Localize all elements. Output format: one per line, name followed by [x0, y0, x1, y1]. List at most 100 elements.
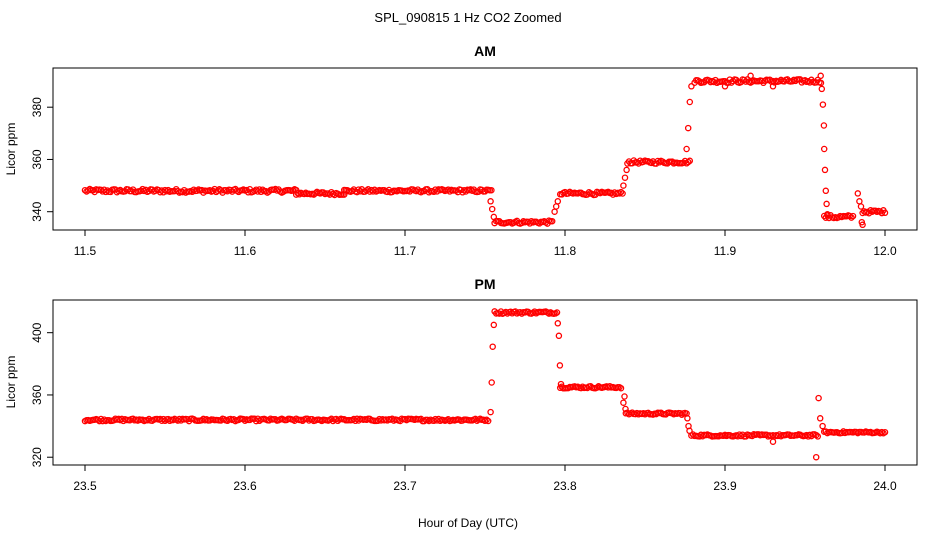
panel-pm-data-point: [621, 393, 628, 400]
panel-am-x-tick-label: 11.7: [394, 244, 417, 258]
panel-am-data-point: [684, 158, 692, 166]
panel-am-data-point: [688, 83, 695, 90]
panel-am-data-point: [854, 190, 862, 197]
panel-am-x-tick-label: 11.8: [554, 244, 577, 258]
panel-am-data-point: [820, 145, 828, 153]
panel-pm-data-point: [881, 428, 889, 436]
panel-pm-data-point: [812, 431, 820, 439]
panel-am-y-tick-label: 380: [30, 97, 44, 117]
panel-am-data-point: [823, 200, 830, 208]
panel-am-data-point: [818, 85, 826, 93]
figure-xlabel: Hour of Day (UTC): [418, 516, 518, 530]
panel-pm: PM 23.5 23.6 23.7 23.8 23.9 24.0 320 360 400 Li…: [4, 276, 918, 493]
panel-pm-data-point: [490, 321, 498, 329]
panel-am-data-point: [859, 221, 866, 229]
panel-am-data-point: [817, 72, 824, 80]
panel-pm-x-tick-label: 23.8: [553, 479, 577, 493]
panel-am-data-point: [548, 217, 556, 225]
panel-pm-data-point: [553, 309, 561, 316]
panel-pm-ylabel: Licor ppm: [4, 356, 18, 409]
panel-am-y-axis: 340 360 380: [30, 97, 54, 222]
panel-pm-data-point: [620, 399, 627, 406]
panel-am-data-point: [856, 198, 863, 205]
panel-am-x-axis: 11.5 11.6 11.7 11.8 11.9 12.0: [74, 229, 897, 258]
panel-am-data-point: [617, 188, 625, 196]
panel-am-data-point: [488, 186, 495, 194]
panel-pm-x-tick-label: 23.5: [73, 479, 97, 493]
panel-am-data-point: [849, 212, 857, 220]
panel-pm-y-axis: 320 360 400: [30, 322, 54, 467]
figure-title: SPL_090815 1 Hz CO2 Zoomed: [374, 10, 561, 25]
panel-pm-data-point: [556, 362, 564, 369]
panel-pm-plot-frame: [52, 299, 918, 466]
panel-am-data-point: [820, 122, 828, 129]
panel-pm-data-point: [488, 379, 495, 386]
panel-am-plot-frame: [52, 67, 918, 231]
panel-am-x-tick-label: 12.0: [873, 244, 897, 258]
panel-am-data-point: [821, 166, 829, 174]
panel-pm-data-point: [814, 433, 822, 440]
panel-am-data-point: [721, 83, 729, 90]
panel-pm-data-point: [557, 380, 565, 388]
panel-am-data-point: [686, 98, 694, 106]
panel-am-data-point: [551, 208, 558, 215]
panel-pm-data-point: [819, 422, 826, 430]
panel-pm-data-point: [484, 417, 492, 425]
panel-pm-data-point: [487, 408, 494, 416]
panel-pm-x-tick-label: 24.0: [873, 479, 897, 493]
panel-pm-points: [81, 308, 889, 461]
panel-pm-y-tick-label: 400: [30, 322, 44, 342]
panel-pm-data-point: [622, 405, 629, 413]
panel-am-points: [81, 72, 889, 229]
panel-am-data-point: [817, 79, 825, 87]
panel-pm-x-axis: 23.5 23.6 23.7 23.8 23.9 24.0: [73, 464, 897, 493]
panel-am-ylabel: Licor ppm: [4, 123, 18, 176]
panel-am-data-point: [272, 185, 279, 193]
panel-am-data-point: [848, 214, 855, 221]
panel-pm-data-point: [686, 427, 693, 435]
panel-am-data-point: [881, 209, 889, 217]
panel-am-data-point: [235, 188, 242, 196]
panel-am-data-point: [683, 145, 690, 153]
panel-am-data-point: [552, 203, 560, 210]
panel-am-data-point: [686, 157, 694, 165]
panel-am-data-point: [824, 211, 831, 218]
panel-pm-data-point: [769, 438, 777, 445]
panel-pm-y-tick-label: 360: [30, 385, 44, 405]
panel-pm-x-tick-label: 23.7: [393, 479, 417, 493]
panel-am-x-tick-label: 11.5: [74, 244, 97, 258]
panel-am-data-point: [747, 72, 754, 80]
panel-am-data-point: [623, 166, 630, 174]
panel-am-data-point: [292, 186, 300, 194]
panel-am: AM 11.5 11.6 11.7 11.8 11.9 12.0 340 360 380 Li…: [4, 43, 918, 258]
panel-am-x-tick-label: 11.9: [714, 244, 737, 258]
panel-am-data-point: [616, 190, 623, 197]
panel-am-data-point: [846, 212, 854, 220]
panel-am-y-tick-label: 360: [30, 149, 44, 169]
panel-am-data-point: [684, 124, 692, 132]
panel-pm-x-tick-label: 23.6: [233, 479, 257, 493]
panel-am-data-point: [769, 83, 777, 90]
panel-pm-data-point: [555, 332, 563, 340]
panel-pm-data-point: [554, 320, 562, 327]
panel-am-data-point: [487, 198, 494, 205]
panel-am-data-point: [822, 187, 830, 195]
panel-am-data-point: [857, 203, 865, 210]
panel-pm-data-point: [489, 343, 496, 350]
panel-am-data-point: [554, 198, 562, 205]
panel-am-data-point: [819, 101, 827, 108]
panel-pm-data-point: [816, 415, 824, 422]
panel-am-data-point: [621, 174, 629, 181]
panel-am-y-tick-label: 340: [30, 201, 44, 221]
panel-pm-data-point: [815, 394, 822, 402]
panel-pm-data-point: [617, 384, 625, 392]
panel-pm-data-point: [812, 453, 820, 461]
panel-pm-data-point: [684, 415, 691, 422]
panel-am-title: AM: [474, 43, 496, 59]
panel-am-data-point: [620, 182, 627, 189]
panel-am-data-point: [490, 213, 498, 221]
panel-am-data-point: [488, 205, 496, 213]
panel-am-data-point: [259, 186, 266, 193]
panel-pm-x-tick-label: 23.9: [713, 479, 737, 493]
